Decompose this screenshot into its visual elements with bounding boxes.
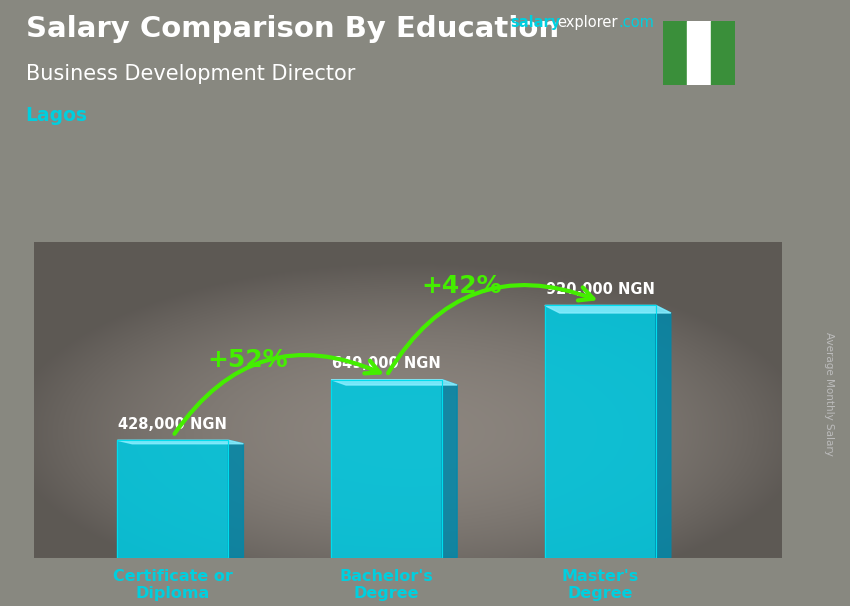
Text: Lagos: Lagos [26,106,88,125]
Bar [687,21,711,85]
Polygon shape [656,305,671,558]
Polygon shape [545,305,656,558]
Text: +52%: +52% [207,348,288,372]
Polygon shape [117,440,229,558]
Polygon shape [331,380,442,558]
Text: 428,000 NGN: 428,000 NGN [118,417,227,432]
Text: salary: salary [510,15,560,30]
Text: +42%: +42% [421,274,502,298]
Polygon shape [229,440,243,558]
Text: Salary Comparison By Education: Salary Comparison By Education [26,15,558,43]
Polygon shape [117,440,243,444]
Polygon shape [442,380,457,558]
Bar [711,21,735,85]
Text: Average Monthly Salary: Average Monthly Salary [824,332,834,456]
Polygon shape [331,380,457,385]
Text: 920,000 NGN: 920,000 NGN [546,282,654,297]
Polygon shape [545,305,671,313]
Bar [663,21,687,85]
Text: .com: .com [619,15,654,30]
Text: explorer: explorer [557,15,617,30]
Text: 649,000 NGN: 649,000 NGN [332,356,441,371]
Text: Business Development Director: Business Development Director [26,64,355,84]
